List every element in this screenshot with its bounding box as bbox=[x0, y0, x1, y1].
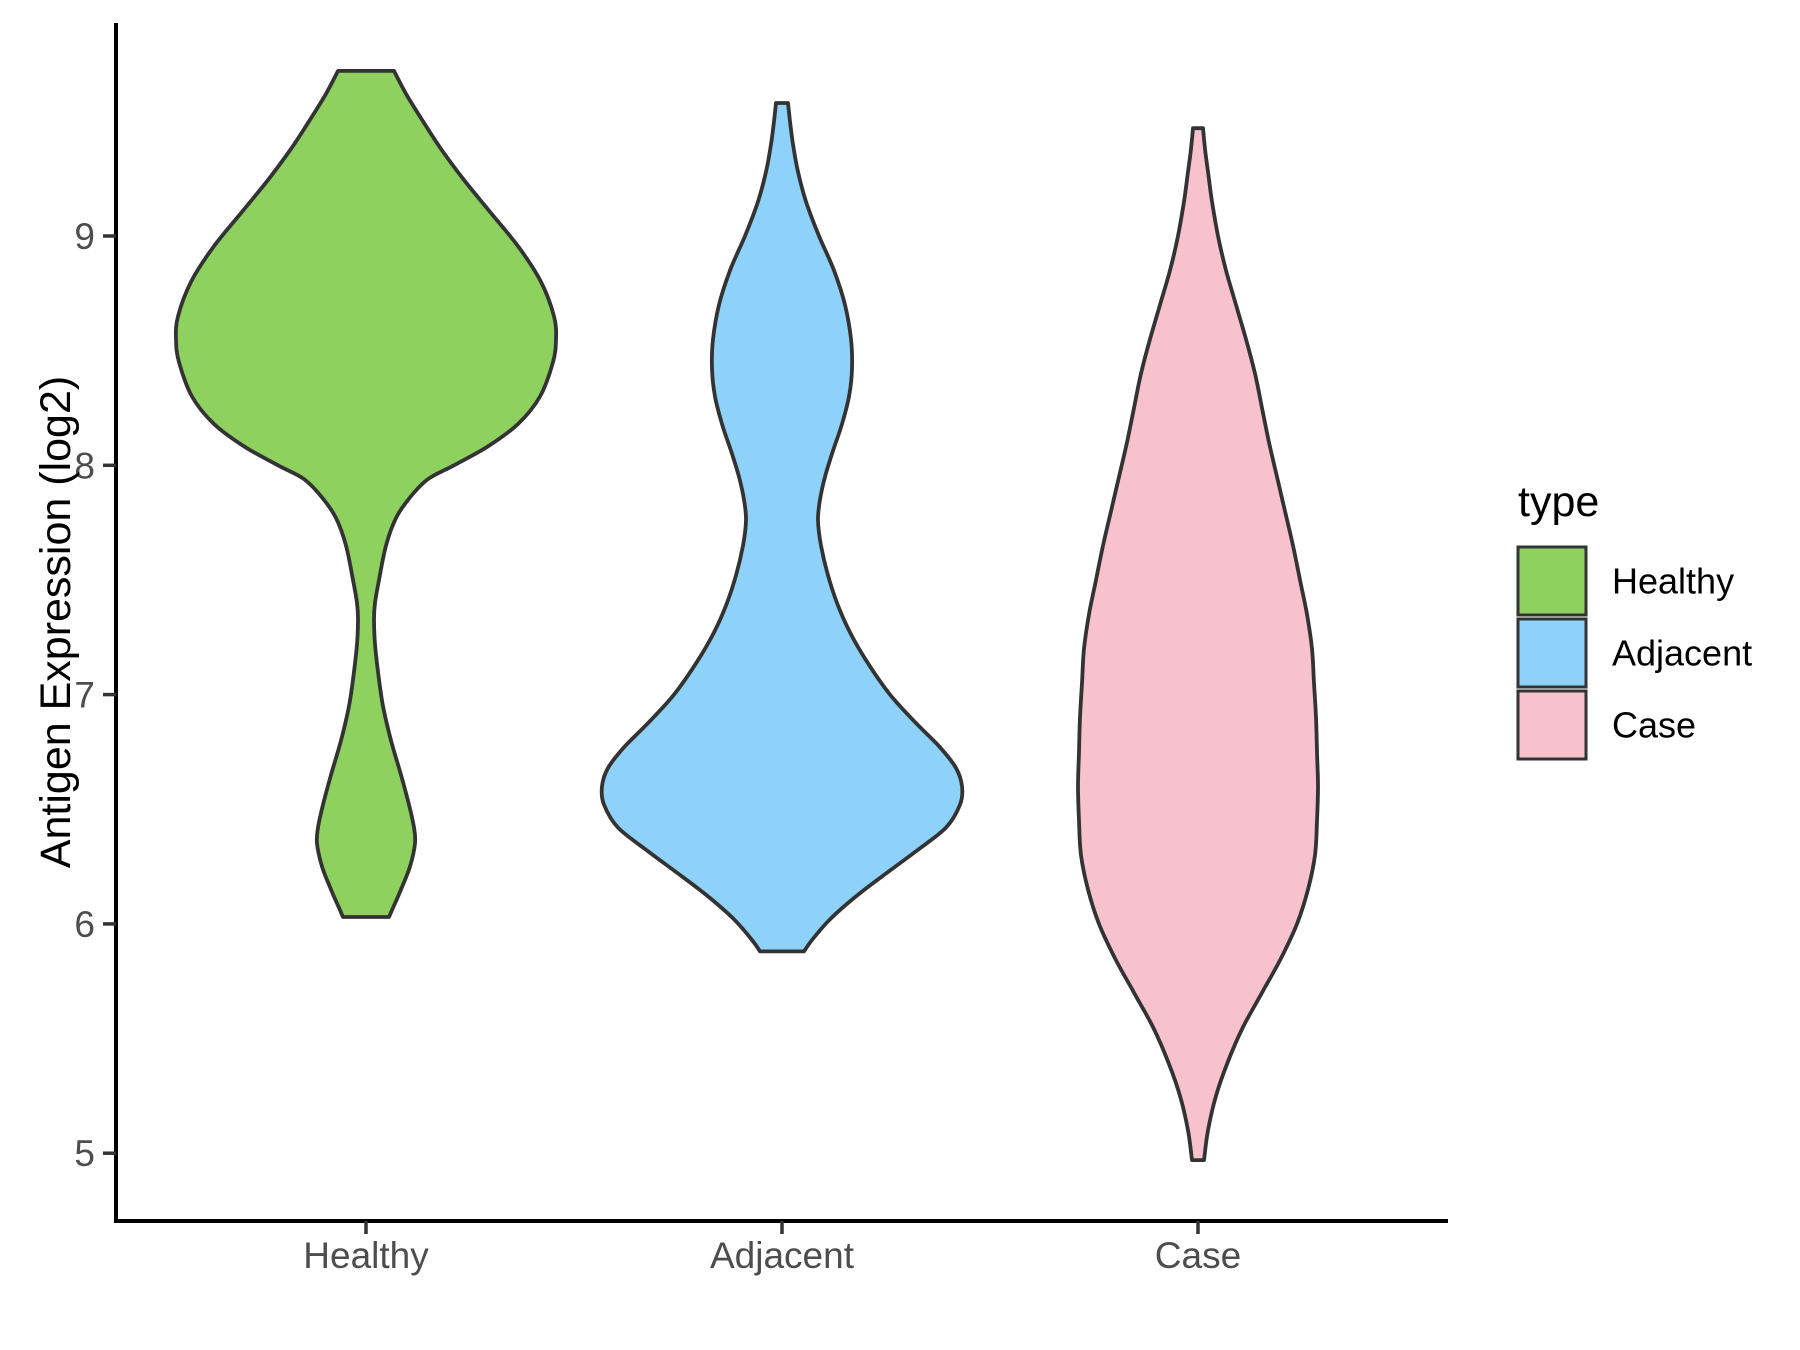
legend-title: type bbox=[1518, 478, 1599, 526]
violin-adjacent bbox=[599, 101, 965, 954]
x-axis-label-case: Case bbox=[1155, 1235, 1241, 1276]
y-tick-label-8: 8 bbox=[74, 445, 95, 486]
y-tick-label-9: 9 bbox=[74, 216, 95, 257]
legend-key-case bbox=[1516, 689, 1588, 761]
y-tick-label-5: 5 bbox=[74, 1133, 95, 1174]
y-tick-label-6: 6 bbox=[74, 904, 95, 945]
legend-key-healthy bbox=[1516, 545, 1588, 617]
legend-label-adjacent: Adjacent bbox=[1612, 633, 1752, 674]
violin-case bbox=[1076, 126, 1320, 1162]
violin-healthy bbox=[173, 69, 559, 919]
legend-label-case: Case bbox=[1612, 705, 1696, 746]
x-axis-label-adjacent: Adjacent bbox=[710, 1235, 855, 1276]
y-axis-title: Antigen Expression (log2) bbox=[32, 376, 80, 868]
x-axis-label-healthy: Healthy bbox=[303, 1235, 429, 1276]
legend-label-healthy: Healthy bbox=[1612, 561, 1734, 602]
legend-key-adjacent bbox=[1516, 617, 1588, 689]
y-tick-label-7: 7 bbox=[74, 675, 95, 716]
